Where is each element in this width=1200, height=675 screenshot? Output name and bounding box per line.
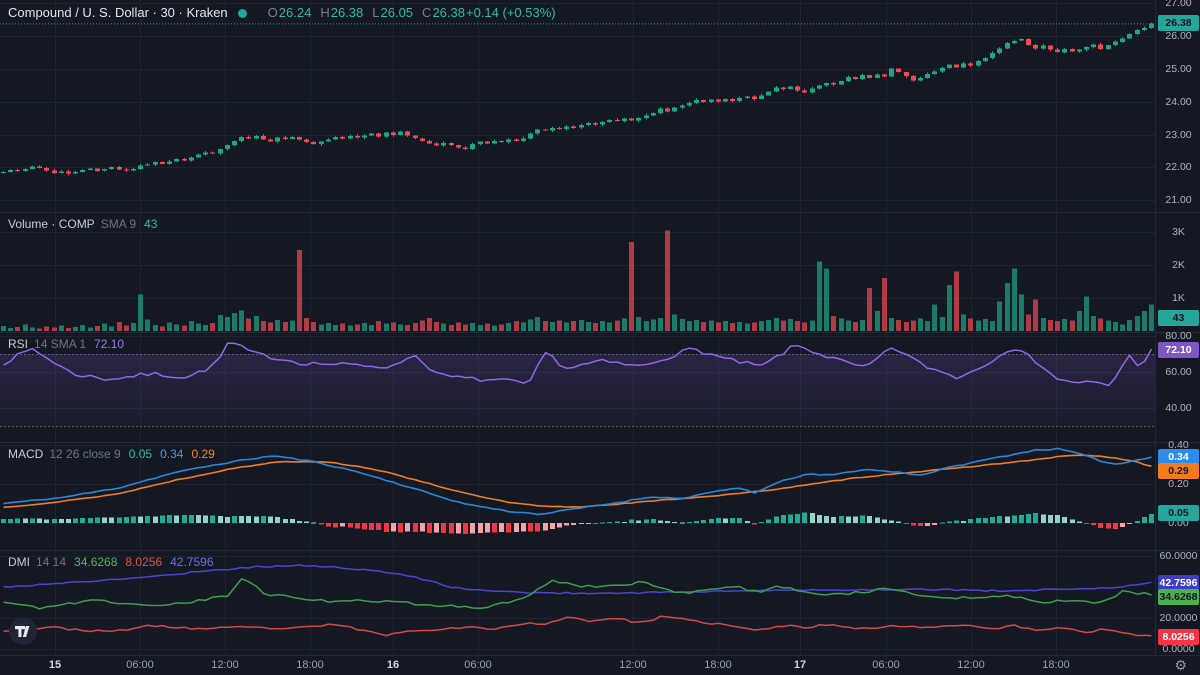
- ohlc-close-value: 26.38: [432, 5, 465, 20]
- macd-line-value: 0.34: [160, 447, 184, 461]
- rsi-legend-title[interactable]: RSI: [8, 337, 29, 351]
- ohlc-open-value: 26.24: [278, 5, 312, 20]
- rsi-legend-value: 72.10: [94, 337, 125, 351]
- volume-legend-value: 43: [144, 217, 158, 231]
- axis-value-badge: 43: [1158, 310, 1199, 326]
- volume-legend: Volume · COMP SMA 9 43: [8, 217, 157, 231]
- axis-tick-label: 27.00: [1165, 0, 1192, 9]
- chart-canvas[interactable]: [0, 0, 1155, 655]
- time-tick-label: 12:00: [211, 659, 239, 671]
- time-tick-label: 18:00: [1042, 659, 1070, 671]
- price-axis[interactable]: 27.00 26.00 25.00 24.00 23.00 22.00 21.00 3K 2K 1…: [1155, 0, 1200, 655]
- axis-tick-label: 21.00: [1165, 194, 1192, 206]
- dmi-legend-params: 14 14: [36, 555, 67, 569]
- axis-value-badge: 72.10: [1158, 342, 1199, 358]
- ohlc-open-label: O: [267, 5, 278, 20]
- axis-tick-label: 22.00: [1165, 161, 1192, 173]
- tradingview-watermark[interactable]: [6, 614, 40, 648]
- time-tick-label: 16: [386, 659, 400, 671]
- volume-legend-params: SMA 9: [100, 217, 137, 231]
- macd-signal-value: 0.29: [191, 447, 215, 461]
- axis-value-badge: 42.7596: [1158, 575, 1199, 591]
- rsi-legend-params: 14 SMA 1: [34, 337, 87, 351]
- ohlc-close-label: C: [422, 5, 432, 20]
- axis-tick-label: 26.00: [1165, 30, 1192, 42]
- market-status-icon: [237, 9, 247, 19]
- ohlc-change-value: +0.14 (+0.53%): [465, 5, 556, 20]
- time-tick-label: 12:00: [957, 659, 985, 671]
- time-tick-label: 12:00: [619, 659, 647, 671]
- axis-tick-label: 1K: [1172, 292, 1185, 304]
- axis-tick-label: 20.0000: [1159, 612, 1198, 624]
- axis-tick-label: 23.00: [1165, 129, 1192, 141]
- pane-divider[interactable]: [0, 332, 1200, 333]
- ohlc-low-value: 26.05: [380, 5, 414, 20]
- time-tick-label: 18:00: [704, 659, 732, 671]
- macd-legend: MACD 12 26 close 9 0.05 0.34 0.29: [8, 447, 215, 461]
- axis-tick-label: 2K: [1172, 259, 1185, 271]
- axis-tick-label: 3K: [1172, 226, 1185, 238]
- ohlc-high-label: H: [320, 5, 330, 20]
- axis-value-badge: 0.29: [1158, 463, 1199, 479]
- axis-value-badge: 26.38: [1158, 15, 1199, 31]
- tradingview-logo-glyph: [22, 626, 30, 637]
- dmi-legend: DMI 14 14 34.6268 8.0256 42.7596: [8, 555, 214, 569]
- axis-tick-label: 25.00: [1165, 63, 1192, 75]
- pane-divider[interactable]: [0, 550, 1200, 551]
- time-tick-label: 15: [48, 659, 62, 671]
- axis-value-badge: 0.05: [1158, 505, 1199, 521]
- axis-tick-label: 0.40: [1168, 439, 1189, 451]
- time-axis[interactable]: ⚙ 15 06:00 12:00 18:00 16 06:00 12:00 18:00 17 06…: [0, 655, 1200, 675]
- tradingview-logo-glyph: [15, 626, 25, 637]
- pane-divider[interactable]: [0, 212, 1200, 213]
- time-tick-label: 18:00: [296, 659, 324, 671]
- rsi-legend: RSI 14 SMA 1 72.10: [8, 337, 124, 351]
- pane-divider[interactable]: [0, 442, 1200, 443]
- axis-tick-label: 0.20: [1168, 478, 1189, 490]
- dmi-plus-di-value: 34.6268: [74, 555, 118, 569]
- time-tick-label: 06:00: [872, 659, 900, 671]
- axis-tick-label: 60.0000: [1159, 550, 1198, 562]
- ohlc-high-value: 26.38: [330, 5, 364, 20]
- macd-legend-title[interactable]: MACD: [8, 447, 44, 461]
- axis-tick-label: 24.00: [1165, 96, 1192, 108]
- symbol-title[interactable]: Compound / U. S. Dollar · 30 · Kraken: [8, 5, 228, 20]
- settings-gear-icon[interactable]: ⚙: [1174, 657, 1187, 673]
- time-tick-label: 06:00: [464, 659, 492, 671]
- macd-hist-value: 0.05: [128, 447, 153, 461]
- dmi-adx-value: 42.7596: [170, 555, 214, 569]
- axis-tick-label: 60.00: [1165, 366, 1192, 378]
- dmi-minus-di-value: 8.0256: [125, 555, 163, 569]
- axis-value-badge: 0.34: [1158, 449, 1199, 465]
- time-tick-label: 06:00: [126, 659, 154, 671]
- ohlc-low-label: L: [372, 5, 380, 20]
- axis-tick-label: 0.0000: [1162, 643, 1195, 655]
- axis-tick-label: 40.00: [1165, 402, 1192, 414]
- axis-value-badge: 34.6268: [1158, 589, 1199, 605]
- time-tick-label: 17: [793, 659, 807, 671]
- volume-legend-title[interactable]: Volume · COMP: [8, 217, 95, 231]
- axis-tick-label: 80.00: [1165, 330, 1192, 342]
- macd-legend-params: 12 26 close 9: [49, 447, 121, 461]
- axis-value-badge: 8.0256: [1158, 629, 1199, 645]
- dmi-legend-title[interactable]: DMI: [8, 555, 30, 569]
- symbol-legend: Compound / U. S. Dollar · 30 · Kraken O26…: [8, 5, 556, 20]
